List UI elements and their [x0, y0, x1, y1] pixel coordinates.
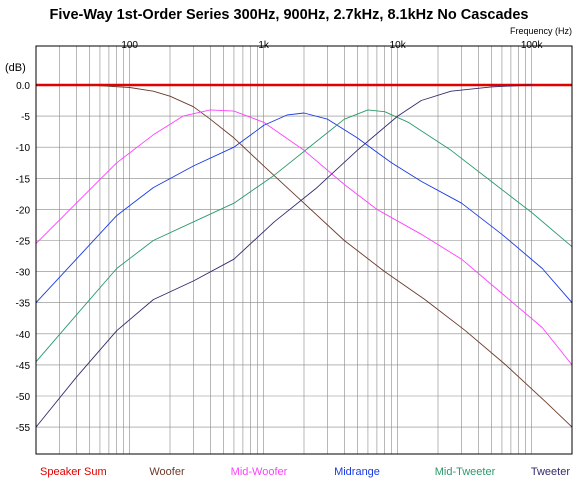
y-tick-label: -45: [16, 361, 31, 372]
y-tick-label: -35: [16, 299, 31, 310]
legend-item: Speaker Sum: [40, 466, 107, 478]
y-tick-label: -5: [21, 112, 30, 123]
grid: [35, 46, 573, 454]
y-tick-label: -25: [16, 237, 31, 248]
series-line-woofer: [89, 84, 573, 428]
series-line-mid-tweeter: [35, 109, 573, 363]
y-tick-label: 0.0: [16, 81, 30, 92]
chart-title: Five-Way 1st-Order Series 300Hz, 900Hz, …: [50, 7, 529, 23]
y-tick-label: -55: [16, 423, 31, 434]
y-tick-label: -40: [16, 330, 31, 341]
legend-item: Woofer: [149, 466, 185, 478]
legend-item: Tweeter: [531, 466, 570, 478]
plot-frame: [35, 45, 573, 455]
y-axis-label: (dB): [5, 62, 26, 74]
series-lines: [35, 83, 573, 428]
x-axis-label: Frequency (Hz): [510, 26, 572, 36]
legend-item: Midrange: [334, 466, 380, 478]
y-tick-label: -10: [16, 143, 31, 154]
y-tick-label: -20: [16, 205, 31, 216]
y-tick-label: -50: [16, 392, 31, 403]
y-tick-labels: 0.0 -5 -10 -15 -20 -25 -30 -35 -40 -45 -50 -55: [16, 81, 31, 434]
legend-item: Mid-Tweeter: [435, 466, 496, 478]
series-line-tweeter: [35, 84, 532, 428]
legend: Speaker Sum Woofer Mid-Woofer Midrange Mid-T…: [40, 466, 570, 478]
series-line-mid-woofer: [35, 109, 573, 366]
y-tick-label: -15: [16, 174, 31, 185]
series-line-midrange: [35, 112, 573, 304]
legend-item: Mid-Woofer: [231, 466, 288, 478]
y-tick-label: -30: [16, 268, 31, 279]
